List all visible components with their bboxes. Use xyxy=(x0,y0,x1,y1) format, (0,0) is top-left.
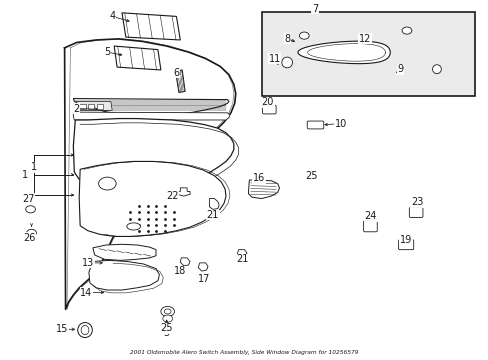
Text: 25: 25 xyxy=(305,171,317,181)
Ellipse shape xyxy=(126,223,140,230)
Polygon shape xyxy=(89,260,159,290)
Polygon shape xyxy=(180,258,190,266)
Polygon shape xyxy=(114,46,161,70)
Text: 6: 6 xyxy=(173,68,179,78)
FancyBboxPatch shape xyxy=(363,221,376,232)
Ellipse shape xyxy=(81,325,89,335)
Bar xyxy=(97,104,103,109)
Text: 8: 8 xyxy=(284,34,290,44)
FancyBboxPatch shape xyxy=(408,207,422,217)
Text: 17: 17 xyxy=(198,274,210,284)
Ellipse shape xyxy=(281,57,292,68)
Polygon shape xyxy=(237,249,246,257)
Text: 26: 26 xyxy=(23,233,36,243)
Polygon shape xyxy=(93,244,156,260)
Text: 1: 1 xyxy=(21,170,28,180)
Polygon shape xyxy=(73,118,233,191)
Text: 27: 27 xyxy=(22,194,34,203)
Polygon shape xyxy=(122,13,180,40)
Text: 22: 22 xyxy=(166,191,179,201)
Text: 4: 4 xyxy=(109,12,115,21)
Polygon shape xyxy=(177,188,190,196)
Text: 25: 25 xyxy=(160,323,173,333)
FancyBboxPatch shape xyxy=(262,105,276,114)
Text: 3: 3 xyxy=(163,328,169,338)
Circle shape xyxy=(401,27,411,34)
Polygon shape xyxy=(79,161,225,237)
Polygon shape xyxy=(73,112,229,120)
Text: 21: 21 xyxy=(206,210,219,220)
Polygon shape xyxy=(209,199,219,209)
Polygon shape xyxy=(73,99,228,116)
Text: 14: 14 xyxy=(80,288,92,297)
Ellipse shape xyxy=(78,323,92,338)
Text: 23: 23 xyxy=(410,197,423,207)
Circle shape xyxy=(164,309,171,314)
Text: 1: 1 xyxy=(31,162,38,172)
Circle shape xyxy=(99,177,116,190)
Circle shape xyxy=(161,306,174,316)
Circle shape xyxy=(163,315,172,322)
Bar xyxy=(79,104,85,109)
Text: 5: 5 xyxy=(104,47,110,57)
Text: 21: 21 xyxy=(235,254,248,264)
Bar xyxy=(88,104,94,109)
Polygon shape xyxy=(297,41,389,64)
Text: 24: 24 xyxy=(364,211,376,221)
Ellipse shape xyxy=(101,107,111,111)
Polygon shape xyxy=(248,180,279,199)
Circle shape xyxy=(26,206,35,213)
Text: 20: 20 xyxy=(261,97,273,107)
Text: 11: 11 xyxy=(268,54,280,64)
Text: 13: 13 xyxy=(81,258,94,268)
Polygon shape xyxy=(77,102,112,111)
Text: 19: 19 xyxy=(399,235,411,245)
Circle shape xyxy=(299,32,308,39)
Ellipse shape xyxy=(432,65,441,74)
Text: 12: 12 xyxy=(358,34,370,44)
Polygon shape xyxy=(198,263,207,271)
Text: 10: 10 xyxy=(334,118,346,129)
FancyBboxPatch shape xyxy=(398,240,413,249)
Text: 9: 9 xyxy=(396,64,402,74)
FancyBboxPatch shape xyxy=(306,121,323,129)
Text: 18: 18 xyxy=(174,266,186,276)
Circle shape xyxy=(306,172,315,179)
Text: 16: 16 xyxy=(252,173,264,183)
Circle shape xyxy=(27,229,36,237)
Text: 2: 2 xyxy=(74,104,80,113)
Text: 7: 7 xyxy=(311,4,318,14)
Text: 15: 15 xyxy=(56,324,68,334)
Polygon shape xyxy=(175,70,185,93)
Bar xyxy=(261,12,474,96)
Text: 2001 Oldsmobile Alero Switch Assembly, Side Window Diagram for 10256579: 2001 Oldsmobile Alero Switch Assembly, S… xyxy=(130,350,358,355)
